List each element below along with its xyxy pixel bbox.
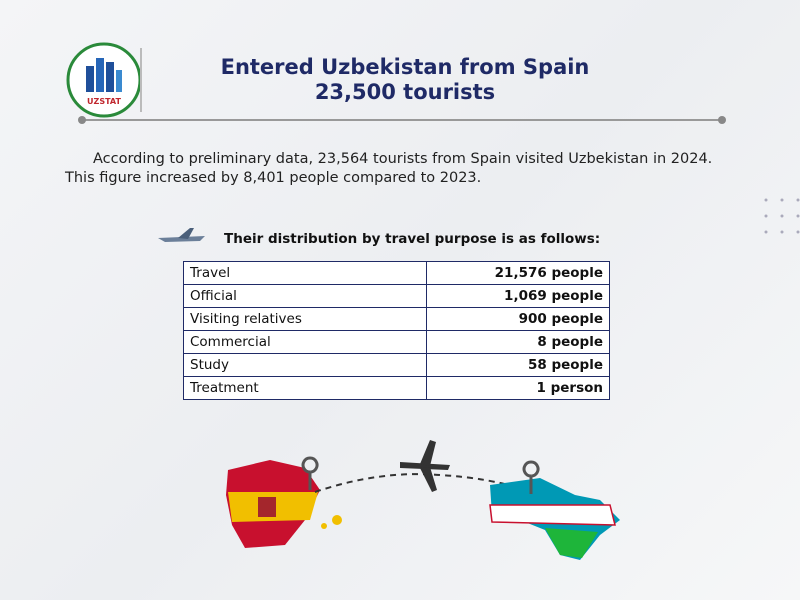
table-row: Travel 21,576 people: [183, 261, 610, 285]
dots: [764, 198, 800, 234]
intro: According to preliminary data, 23,564 to…: [93, 151, 713, 167]
subtitle: Their distribution by travel purpose is …: [224, 231, 601, 247]
title: Entered Uzbekistan from Spain: [220, 55, 590, 79]
table-row: Official 1,069 people: [183, 284, 610, 308]
title: 23,500 tourists: [314, 80, 496, 104]
count-cell: 21,576 people: [426, 261, 610, 285]
table-row: Commercial 8 people: [183, 330, 610, 354]
uzbekistan-map: [489, 460, 620, 560]
spain-map: [226, 456, 342, 548]
purpose-cell: Study: [183, 353, 427, 377]
count-cell: 58 people: [426, 353, 610, 377]
purpose-cell: Treatment: [183, 376, 427, 400]
purpose-cell: Travel: [183, 261, 427, 285]
purpose-cell: Official: [183, 284, 427, 308]
logo-text: UZSTAT: [87, 97, 121, 106]
route: [314, 473, 526, 493]
count-cell: 900 people: [426, 307, 610, 331]
table-row: Visiting relatives 900 people: [183, 307, 610, 331]
table-row: Treatment 1 person: [183, 376, 610, 400]
plane: [400, 440, 450, 492]
intro: This figure increased by 8,401 people co…: [65, 170, 482, 186]
purpose-cell: Visiting relatives: [183, 307, 427, 331]
count-cell: 1,069 people: [426, 284, 610, 308]
table: Travel 21,576 people Official 1,069 people V…: [183, 261, 610, 400]
count-cell: 1 person: [426, 376, 610, 400]
table-row: Study 58 people: [183, 353, 610, 377]
count-cell: 8 people: [426, 330, 610, 354]
purpose-cell: Commercial: [183, 330, 427, 354]
plane-icon: [158, 228, 205, 242]
